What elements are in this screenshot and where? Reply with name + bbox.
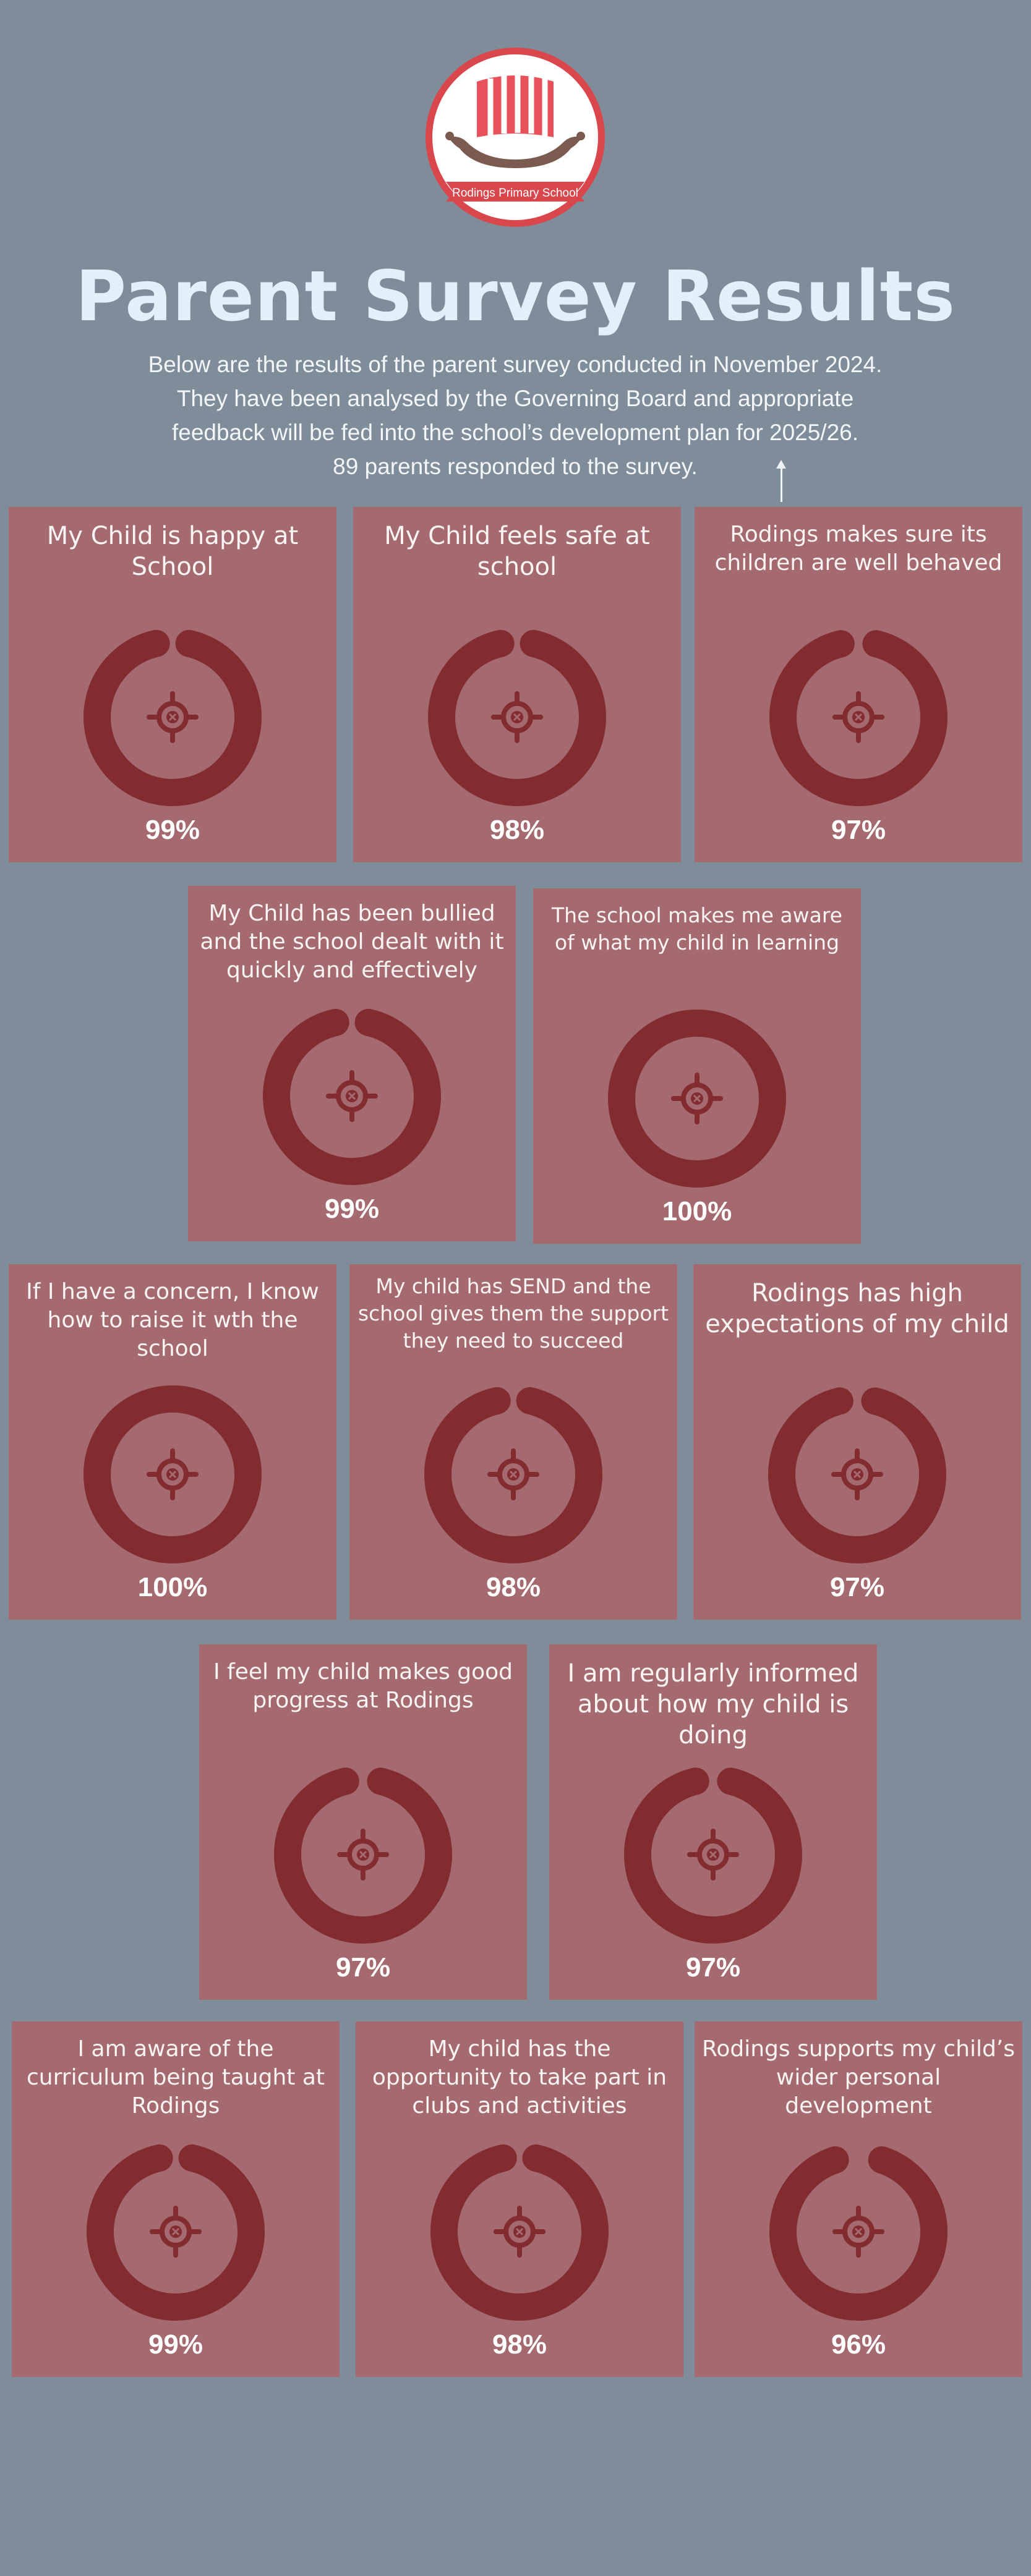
donut-arc [86, 2143, 265, 2321]
card-question: The school makes me aware of what my chi… [552, 903, 842, 954]
survey-card: I am regularly informed about how my chi… [549, 1644, 877, 2000]
card-percent: 98% [486, 1572, 541, 1602]
donut-arc [769, 628, 948, 806]
card-percent: 99% [324, 1194, 380, 1224]
donut-chart [427, 627, 607, 807]
donut-arc [274, 1766, 452, 1944]
card-question: Rodings has high expectations of my chil… [705, 1279, 1009, 1338]
card-question: My child has SEND and the school gives t… [357, 1274, 669, 1353]
survey-card: Rodings has high expectations of my chil… [693, 1264, 1021, 1620]
card-percent: 100% [662, 1196, 732, 1226]
intro-line: Below are the results of the parent surv… [148, 352, 883, 377]
card-question: My child has the opportunity to take par… [372, 2036, 667, 2119]
crosshair-icon [487, 1448, 539, 1500]
survey-card: My Child is happy at School 99% [9, 507, 336, 862]
card-percent: 97% [685, 1952, 741, 1983]
intro-text: Below are the results of the parent surv… [82, 347, 948, 483]
survey-card: My Child has been bullied and the school… [188, 886, 516, 1241]
page-title: Parent Survey Results [75, 257, 956, 337]
intro-line: 89 parents responded to the survey. [333, 454, 698, 479]
card-percent: 96% [831, 2329, 886, 2360]
card-percent: 99% [148, 2329, 203, 2360]
donut-chart [86, 2142, 265, 2321]
donut-arc [83, 1385, 262, 1563]
card-question: I am aware of the curriculum being taugh… [26, 2036, 325, 2119]
card-question: I am regularly informed about how my chi… [567, 1659, 859, 1749]
crosshair-icon [147, 691, 199, 743]
card-percent: 97% [831, 815, 886, 845]
card-question: If I have a concern, I know how to raise… [26, 1279, 319, 1361]
crosshair-icon [671, 1073, 723, 1124]
donut-arc [768, 1385, 946, 1563]
intro-line: feedback will be fed into the school’s d… [171, 420, 859, 445]
crosshair-icon [326, 1070, 378, 1122]
donut-chart [424, 1385, 603, 1564]
crosshair-icon [832, 691, 884, 743]
survey-card: If I have a concern, I know how to raise… [9, 1264, 336, 1620]
card-question: Rodings supports my child’s wider person… [701, 2036, 1016, 2119]
card-percent: 97% [829, 1572, 885, 1602]
card-percent: 98% [492, 2329, 547, 2360]
up-arrow-icon [776, 460, 786, 502]
donut-chart [430, 2142, 609, 2321]
card-question: My Child has been bullied and the school… [200, 901, 504, 983]
survey-card: Rodings supports my child’s wider person… [695, 2021, 1022, 2377]
card-percent: 100% [137, 1572, 208, 1602]
card-question: Rodings makes sure its children are well… [714, 522, 1003, 576]
card-question: My Child is happy at School [46, 522, 299, 581]
donut-chart [607, 1009, 787, 1188]
card-percent: 97% [335, 1952, 391, 1983]
donut-chart [623, 1765, 803, 1944]
survey-card: The school makes me aware of what my chi… [533, 888, 861, 1244]
card-question: My Child feels safe at school [384, 522, 650, 581]
donut-chart [262, 1006, 442, 1186]
donut-chart [83, 1385, 262, 1564]
donut-chart [273, 1765, 453, 1944]
survey-card: My child has the opportunity to take par… [356, 2021, 683, 2377]
viking-ship-icon: Rodings Primary School [426, 48, 605, 227]
crosshair-icon [491, 691, 543, 743]
card-question: I feel my child makes good progress at R… [213, 1659, 513, 1713]
donut-chart [768, 1385, 947, 1564]
crosshair-icon [150, 2206, 202, 2258]
school-logo: Rodings Primary School [422, 45, 608, 230]
survey-card: My child has SEND and the school gives t… [349, 1264, 677, 1620]
donut-arc [424, 1385, 602, 1563]
donut-arc [430, 2143, 609, 2321]
survey-card: Rodings makes sure its children are well… [695, 507, 1022, 862]
crosshair-icon [494, 2206, 545, 2258]
crosshair-icon [832, 2206, 884, 2258]
crosshair-icon [337, 1829, 389, 1881]
donut-chart [83, 627, 262, 807]
crosshair-icon [147, 1448, 199, 1500]
intro-line: They have been analysed by the Governing… [176, 386, 854, 411]
card-percent: 99% [145, 815, 200, 845]
donut-arc [428, 628, 606, 806]
donut-arc [608, 1010, 786, 1188]
survey-card: I am aware of the curriculum being taugh… [12, 2021, 340, 2377]
logo-school-name: Rodings Primary School [452, 187, 578, 200]
donut-arc [263, 1007, 441, 1185]
crosshair-icon [687, 1829, 739, 1881]
card-percent: 98% [489, 815, 545, 845]
donut-chart [769, 627, 948, 807]
crosshair-icon [831, 1448, 883, 1500]
donut-arc [769, 2143, 948, 2321]
survey-card: My Child feels safe at school 98% [353, 507, 681, 862]
donut-arc [624, 1766, 802, 1944]
survey-card: I feel my child makes good progress at R… [199, 1644, 527, 2000]
donut-arc [83, 628, 262, 806]
donut-chart [769, 2142, 948, 2321]
